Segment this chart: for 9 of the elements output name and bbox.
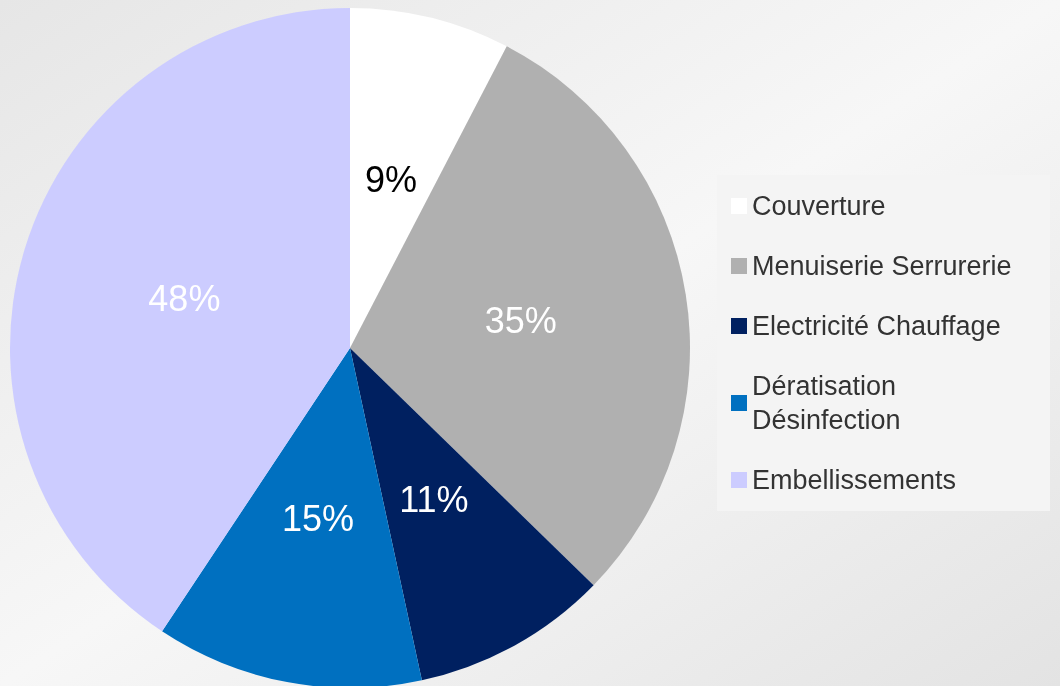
legend-label: Embellissements: [752, 465, 957, 495]
legend-label: Electricité Chauffage: [752, 311, 1001, 341]
data-label: 35%: [484, 299, 557, 341]
legend-label: Couverture: [752, 191, 886, 221]
data-label: 11%: [399, 478, 469, 520]
legend-label: Dératisation Désinfection: [752, 371, 904, 435]
data-label: 15%: [281, 497, 354, 539]
data-label: 9%: [365, 159, 418, 201]
legend-label: Menuiserie Serrurerie: [752, 251, 1012, 281]
